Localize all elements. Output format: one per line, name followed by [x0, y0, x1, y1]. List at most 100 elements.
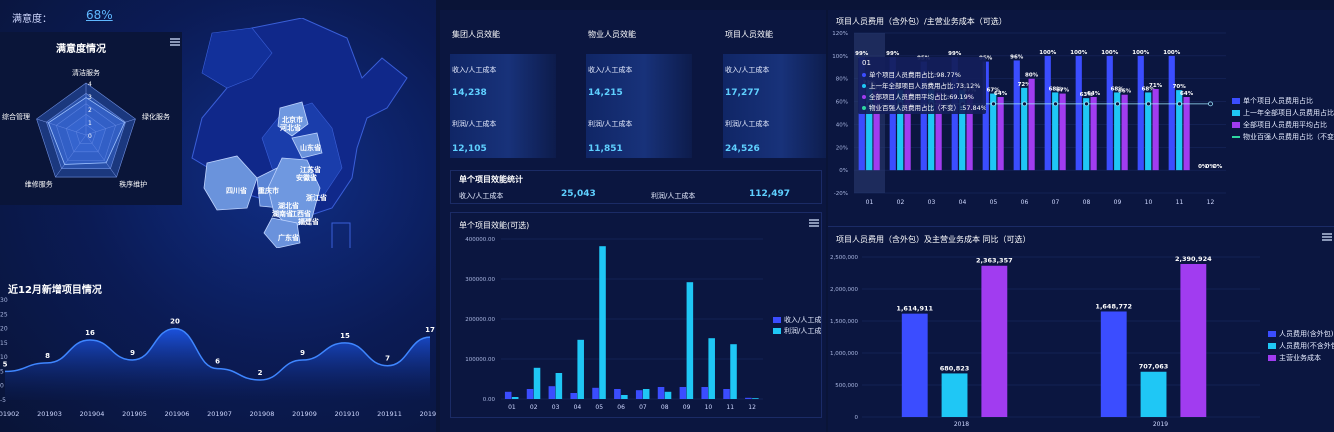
bar-mark — [642, 389, 650, 399]
combo-x-tick: 05 — [990, 199, 998, 206]
group-x-tick: 2019 — [1153, 421, 1168, 428]
radar-panel: 满意度情况 4 3 2 1 0 清洁服务 绿化服务 秩序维护 维修服务 综合管理 — [0, 32, 182, 205]
combo-bar-mark — [1183, 97, 1190, 171]
card-top-0 — [450, 54, 556, 106]
bar-panel: 单个项目效能(可选) 400000.00 300000.00 200000.00 10… — [450, 212, 822, 418]
radar-menu-icon[interactable] — [170, 38, 180, 46]
group-bar-mark — [981, 265, 1008, 417]
card-income-value-0: 14,238 — [452, 88, 487, 98]
bar-x-tick: 07 — [639, 404, 647, 411]
combo-data-label: 64% — [1087, 91, 1101, 97]
radar-axis — [55, 134, 87, 178]
province-label: 湖南省 — [272, 209, 293, 218]
region-west — [201, 27, 273, 89]
single-income-label: 收入/人工成本 — [459, 192, 504, 200]
trend-y-tick: 0 — [0, 383, 4, 390]
bar-legend-item[interactable]: 收入/人工成本 — [773, 315, 822, 325]
bar-y-tick: 100000.00 — [465, 357, 495, 363]
legend-swatch-icon — [773, 328, 781, 334]
trend-line — [4, 327, 431, 381]
group-data-label: 707,063 — [1139, 363, 1169, 371]
combo-y-tick: 20% — [836, 145, 848, 151]
bar-mark — [708, 338, 715, 399]
bar-mark — [752, 398, 759, 399]
combo-bar-mark — [1114, 92, 1121, 171]
combo-legend-item[interactable]: 物业百强人员费用占比（不变） — [1232, 132, 1334, 142]
group-menu-icon[interactable] — [1322, 233, 1332, 241]
bar-x-tick: 06 — [617, 404, 625, 411]
tooltip-text: 全部项目人员费用平均占比:69.19% — [869, 93, 974, 101]
trend-y-tick: 15 — [0, 340, 8, 347]
group-y-tick: 500,000 — [835, 383, 858, 389]
bar-mark — [548, 386, 556, 399]
bar-mark — [555, 373, 563, 399]
trend-x-tick: 201910 — [335, 410, 360, 418]
trend-title: 近12月新增项目情况 — [8, 285, 102, 296]
radar-axis — [85, 118, 136, 136]
guangdong — [263, 217, 301, 248]
group-legend-item[interactable]: 人员费用(含外包) — [1268, 329, 1333, 339]
combo-data-label: 0% — [1213, 164, 1223, 170]
combo-panel: 项目人员费用（含外包）/主营业务成本（可选） 120% 100% 80% 60% 40%… — [828, 10, 1334, 215]
legend-label: 人员费用(不含外包) — [1279, 342, 1334, 350]
bar-legend-item[interactable]: 利润/人工成本 — [773, 326, 822, 336]
combo-bar-mark — [1075, 55, 1082, 171]
combo-bar-mark — [1145, 92, 1152, 171]
group-y-tick: 2,500,000 — [830, 255, 858, 261]
combo-line-point — [1053, 101, 1058, 107]
card-profit-value-0: 12,105 — [452, 144, 487, 154]
combo-legend-item[interactable]: 单个项目人员费用占比 — [1232, 96, 1313, 106]
card-title-0: 集团人员效能 — [452, 30, 500, 39]
combo-bar-mark — [990, 93, 997, 171]
combo-x-tick: 10 — [1145, 199, 1153, 206]
combo-line-point — [1208, 101, 1213, 107]
trend-data-label: 2 — [258, 369, 263, 377]
legend-swatch-icon — [1268, 355, 1276, 361]
combo-legend-item[interactable]: 全部项目人员费用平均占比 — [1232, 120, 1327, 130]
combo-data-label: 0% — [1198, 164, 1208, 170]
radar-tick: 4 — [88, 81, 92, 88]
combo-data-label: 67% — [1056, 88, 1070, 94]
trend-x-tick: 201902 — [0, 410, 19, 418]
bar-x-tick: 04 — [574, 404, 582, 411]
province-label: 重庆市 — [258, 186, 279, 195]
combo-bar-mark — [1028, 78, 1035, 171]
combo-bar-mark — [982, 61, 989, 171]
group-data-label: 2,390,924 — [1175, 255, 1212, 263]
combo-data-label: 99% — [855, 51, 869, 57]
legend-label: 利润/人工成本 — [784, 327, 822, 335]
legend-swatch-icon — [1268, 331, 1276, 337]
tooltip-title: 01 — [862, 59, 871, 67]
group-data-label: 1,648,772 — [1095, 302, 1132, 310]
legend-swatch-icon — [1268, 343, 1276, 349]
combo-legend-item[interactable]: 上一年全部项目人员费用占比 — [1232, 108, 1334, 118]
group-legend-item[interactable]: 人员费用(不含外包) — [1268, 341, 1334, 351]
bar-mark — [664, 391, 672, 399]
trend-x-tick: 201904 — [80, 410, 105, 418]
tooltip-line: 上一年全部项目人员费用占比:73.12% — [862, 80, 980, 90]
bar-menu-icon[interactable] — [809, 219, 819, 227]
trend-area — [5, 328, 430, 400]
bar-mark — [730, 344, 737, 399]
group-legend-item[interactable]: 主营业务成本 — [1268, 353, 1321, 363]
combo-data-label: 80% — [1025, 73, 1039, 79]
combo-bar-mark — [1090, 97, 1097, 171]
trend-data-label: 9 — [300, 349, 305, 357]
legend-label: 收入/人工成本 — [784, 316, 822, 324]
tooltip-line: 物业百强人员费用占比（不变）:57.84% — [862, 102, 986, 112]
radar-indicator-label: 维修服务 — [25, 180, 53, 189]
province-label: 山东省 — [300, 143, 321, 152]
province-label: 湖北省 — [278, 201, 299, 210]
card-income-label-2: 收入/人工成本 — [725, 66, 770, 74]
bar-mark — [701, 387, 708, 399]
trend-data-label: 5 — [3, 360, 8, 368]
combo-bar-mark — [897, 90, 904, 171]
satisfaction-value[interactable]: 68% — [86, 8, 113, 22]
bar-mark — [577, 339, 584, 399]
combo-y-tick: 60% — [836, 100, 848, 106]
trend-y-tick: 10 — [0, 354, 8, 361]
legend-swatch-icon — [1232, 98, 1240, 104]
bar-y-tick: 0.00 — [483, 397, 496, 403]
